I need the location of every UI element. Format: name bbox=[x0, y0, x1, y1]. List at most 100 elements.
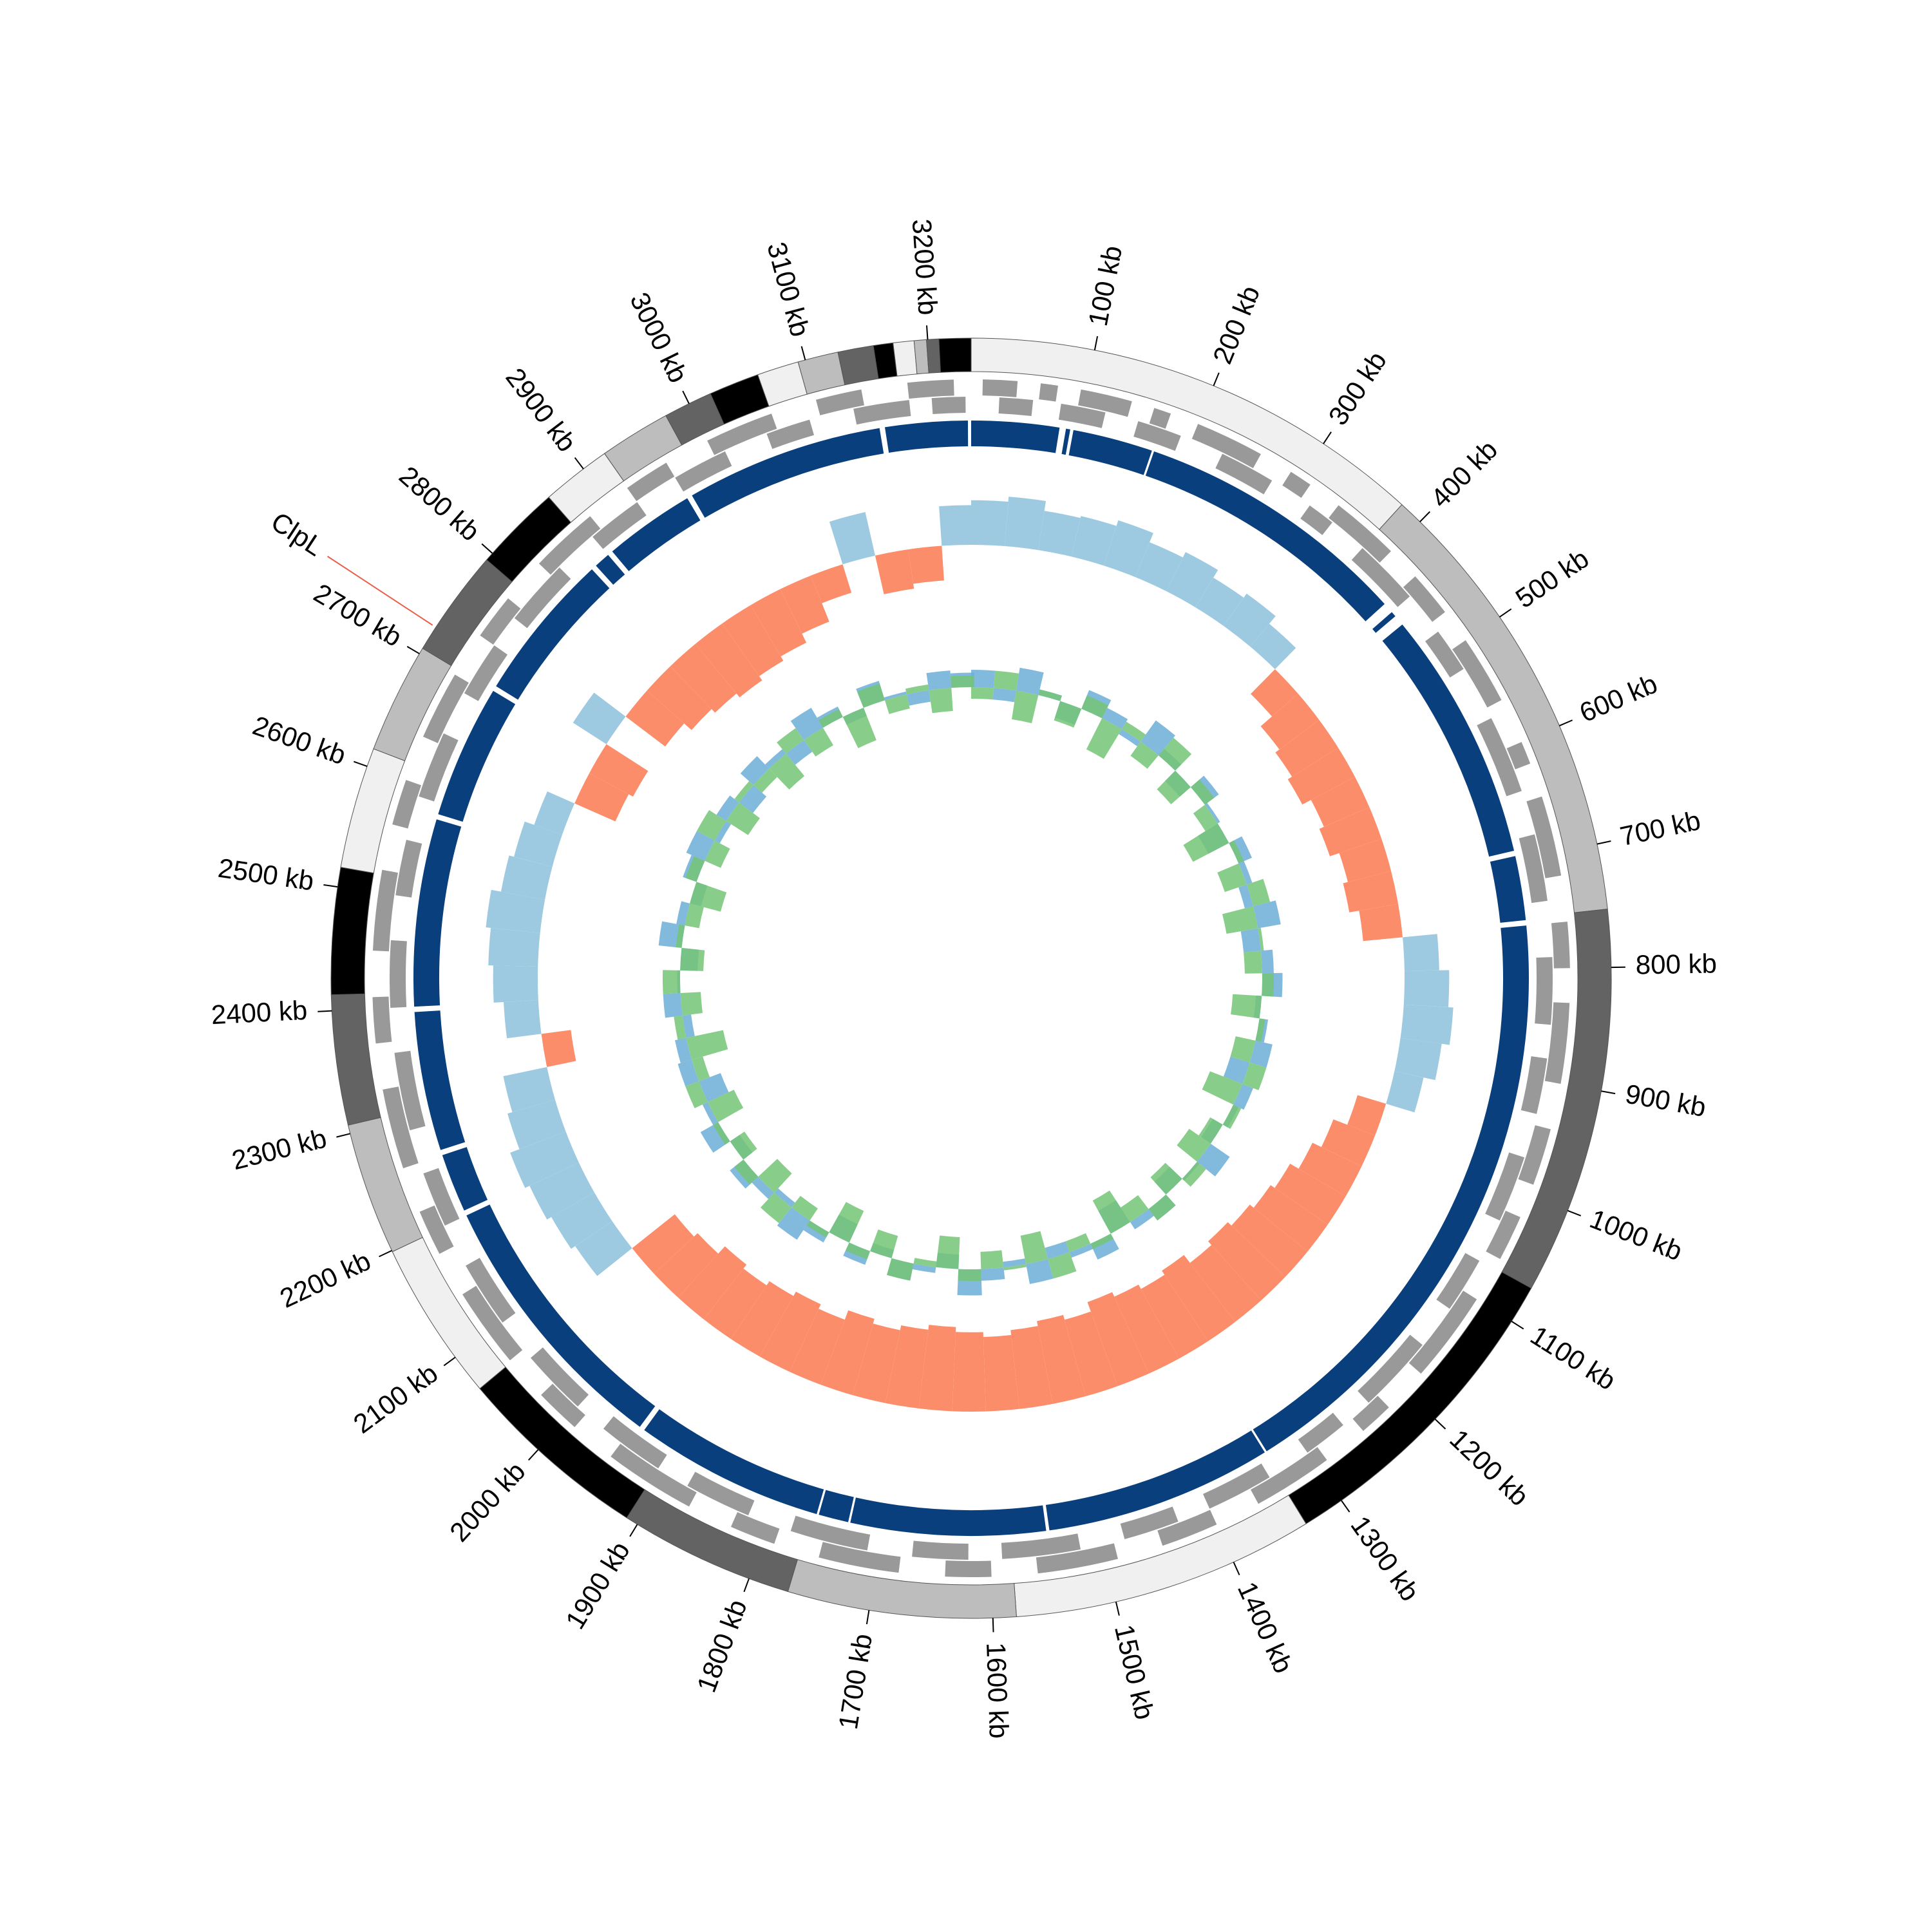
tick-label: 2900 kb bbox=[500, 363, 582, 457]
gene bbox=[687, 1472, 755, 1516]
block bbox=[1490, 856, 1526, 923]
tick-mark bbox=[336, 1133, 350, 1138]
tick-label: 2400 kb bbox=[211, 995, 308, 1030]
skew-bar bbox=[952, 1332, 986, 1412]
block bbox=[884, 421, 969, 453]
content-bar bbox=[730, 1132, 757, 1160]
content-bar bbox=[1182, 1161, 1206, 1187]
gene bbox=[912, 1540, 969, 1560]
tick-mark bbox=[629, 1524, 638, 1537]
content-bar bbox=[929, 688, 953, 714]
tick-label: 1300 kb bbox=[1345, 1510, 1425, 1606]
skew-bar bbox=[750, 589, 807, 657]
skew-bar bbox=[1402, 934, 1439, 971]
gene bbox=[627, 462, 675, 502]
block bbox=[442, 1147, 488, 1211]
skew-bar bbox=[918, 1325, 956, 1412]
tick-mark bbox=[481, 543, 493, 554]
gene bbox=[541, 1383, 585, 1428]
content-bar bbox=[1258, 927, 1264, 951]
gene bbox=[1202, 1463, 1270, 1509]
tick-mark bbox=[1596, 840, 1611, 845]
skew-bar bbox=[829, 512, 875, 565]
gene bbox=[392, 780, 422, 829]
gene bbox=[419, 733, 459, 802]
content-bar bbox=[1217, 863, 1247, 893]
gene bbox=[1518, 1125, 1551, 1185]
skew-bar bbox=[534, 791, 575, 835]
tick-mark bbox=[866, 1610, 870, 1625]
content-bar bbox=[842, 708, 876, 748]
skew-bar bbox=[780, 575, 829, 634]
skew-bar bbox=[971, 500, 1009, 547]
tick-mark bbox=[1499, 608, 1512, 618]
skew-bar bbox=[1394, 1037, 1442, 1081]
content-bar bbox=[1230, 1036, 1256, 1063]
gene bbox=[707, 413, 777, 455]
content-bar bbox=[936, 1235, 960, 1269]
content-bar bbox=[685, 903, 704, 929]
gene bbox=[730, 1512, 780, 1544]
content-bar bbox=[1242, 1062, 1267, 1090]
block bbox=[496, 569, 610, 700]
gene bbox=[1215, 453, 1273, 495]
content-bar bbox=[1204, 802, 1220, 824]
content-bar bbox=[663, 993, 683, 1018]
gene bbox=[1036, 1543, 1118, 1574]
content-bar bbox=[1092, 1190, 1130, 1234]
skew-bar bbox=[885, 1325, 929, 1409]
content-bar bbox=[702, 1102, 719, 1125]
content-bar bbox=[857, 683, 885, 708]
skew-bar bbox=[1231, 1204, 1308, 1277]
tick-mark bbox=[1094, 336, 1099, 350]
content-bar bbox=[905, 684, 929, 695]
content-bar bbox=[1020, 1231, 1048, 1264]
tick-label: 1400 kb bbox=[1232, 1577, 1299, 1678]
content-bar bbox=[1246, 878, 1271, 907]
content-bar bbox=[958, 1269, 981, 1282]
skew-bar bbox=[1319, 807, 1382, 857]
skew-bar bbox=[541, 1030, 576, 1067]
tick-label: 800 kb bbox=[1635, 948, 1717, 980]
skew-bar bbox=[1208, 1222, 1285, 1301]
tick-mark bbox=[1601, 1090, 1616, 1095]
tick-mark bbox=[1323, 431, 1332, 444]
skew-bar bbox=[1005, 497, 1046, 551]
content-bar bbox=[1003, 1264, 1027, 1271]
gene bbox=[1526, 796, 1562, 878]
tick-label: 2700 kb bbox=[308, 578, 407, 652]
skew-bar bbox=[1359, 904, 1403, 942]
skew-bar bbox=[1135, 542, 1183, 591]
skew-bar bbox=[1321, 1119, 1376, 1167]
content-bar bbox=[674, 1016, 687, 1040]
gene bbox=[790, 1515, 871, 1551]
content-bar bbox=[699, 1073, 729, 1103]
tick-label: 400 kb bbox=[1425, 434, 1503, 513]
content-bar bbox=[1260, 949, 1274, 974]
tick-mark bbox=[800, 346, 806, 361]
block bbox=[1068, 430, 1152, 475]
content-bar bbox=[884, 691, 907, 701]
content-bar bbox=[700, 1122, 730, 1153]
tick-label: 700 kb bbox=[1617, 805, 1703, 851]
block bbox=[850, 1497, 1046, 1536]
gene bbox=[1506, 742, 1531, 770]
skew-bar bbox=[730, 1281, 794, 1357]
tick-label: 2800 kb bbox=[393, 460, 486, 547]
tick-label: 3000 kb bbox=[624, 288, 694, 388]
tick-mark bbox=[1511, 1320, 1524, 1330]
block bbox=[1253, 925, 1529, 1452]
content-bar bbox=[714, 820, 732, 844]
content-bar bbox=[1229, 840, 1244, 864]
gene bbox=[1282, 471, 1311, 498]
tick-label: 2200 kb bbox=[275, 1245, 375, 1314]
content-bar bbox=[1130, 1209, 1154, 1229]
gene bbox=[1485, 1152, 1525, 1221]
content-bar bbox=[1231, 994, 1262, 1019]
gene bbox=[1058, 403, 1106, 428]
skew-bar bbox=[510, 1132, 579, 1188]
content-bar bbox=[676, 924, 685, 948]
gene bbox=[945, 1560, 992, 1577]
skew-bar bbox=[1260, 694, 1320, 750]
gene bbox=[1120, 1506, 1179, 1539]
